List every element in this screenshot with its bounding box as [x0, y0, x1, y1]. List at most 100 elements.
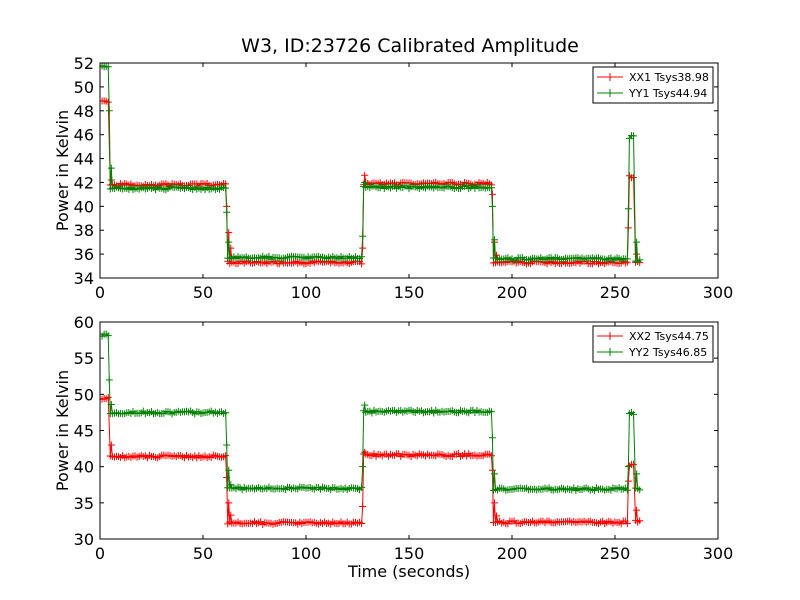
data-point	[105, 107, 113, 115]
data-point	[225, 466, 233, 474]
data-point	[633, 238, 641, 246]
legend: XX2 Tsys44.75 YY2 Tsys46.85	[592, 325, 714, 363]
y-tick-label: 55	[74, 349, 94, 368]
data-point	[359, 232, 367, 240]
data-point	[636, 256, 644, 264]
y-tick-label: 40	[74, 197, 94, 216]
data-point	[623, 519, 631, 527]
data-point	[630, 410, 638, 418]
legend-box	[592, 325, 714, 363]
data-point	[361, 401, 369, 409]
data-point	[104, 332, 112, 340]
y-tick-label: 30	[74, 530, 94, 549]
chart-top: 0 50 100 150 200 250 300 34 36 38 40 42 44 46 48 50 52 Po…	[53, 54, 733, 302]
x-tick-label: 150	[394, 283, 425, 302]
data-point	[624, 477, 632, 485]
y-tick-label: 44	[74, 150, 94, 169]
legend-label: XX2 Tsys44.75	[629, 330, 709, 343]
data-point	[623, 486, 631, 494]
legend-item: YY1 Tsys44.94	[597, 87, 707, 100]
data-point	[104, 63, 112, 71]
x-tick-label: 0	[95, 283, 105, 302]
x-tick-label: 200	[497, 283, 528, 302]
data-point	[636, 517, 644, 525]
series-1	[100, 393, 644, 528]
chart-title: W3, ID:23726 Calibrated Amplitude	[241, 35, 579, 57]
data-point	[361, 171, 369, 179]
data-point	[487, 452, 495, 460]
x-tick-label: 100	[291, 283, 322, 302]
data-point	[490, 470, 498, 478]
data-point	[488, 202, 496, 210]
data-point	[493, 512, 501, 520]
data-point	[227, 481, 235, 489]
legend-marker	[606, 332, 614, 340]
y-tick-label: 45	[74, 422, 94, 441]
legend-item: XX2 Tsys44.75	[597, 330, 709, 343]
y-tick-label: 50	[74, 385, 94, 404]
y-tick-label: 46	[74, 126, 94, 145]
y-tick-label: 35	[74, 494, 94, 513]
data-point	[358, 519, 366, 527]
data-point	[222, 184, 230, 192]
data-point	[636, 486, 644, 494]
data-point	[223, 441, 231, 449]
data-point	[107, 164, 115, 172]
data-point	[487, 408, 495, 416]
legend-marker	[606, 89, 614, 97]
data-point	[107, 400, 115, 408]
y-tick-label: 48	[74, 102, 94, 121]
data-point	[624, 205, 632, 213]
y-tick-label: 52	[74, 54, 94, 73]
data-point	[488, 466, 496, 474]
data-point	[488, 434, 496, 442]
data-point	[630, 132, 638, 140]
legend-marker	[606, 73, 614, 81]
series-2	[100, 63, 644, 265]
legend-label: YY1 Tsys44.94	[628, 87, 707, 100]
data-point	[630, 460, 638, 468]
data-point	[630, 174, 638, 182]
y-tick-label: 42	[74, 173, 94, 192]
legend: XX1 Tsys38.98 YY1 Tsys44.94	[592, 66, 714, 104]
data-point	[227, 511, 235, 519]
data-point	[222, 452, 230, 460]
legend-label: XX1 Tsys38.98	[629, 71, 709, 84]
data-point	[623, 255, 631, 263]
x-tick-label: 300	[703, 283, 734, 302]
data-point	[359, 502, 367, 510]
x-tick-label: 50	[193, 544, 213, 563]
data-point	[358, 253, 366, 261]
y-tick-label: 40	[74, 458, 94, 477]
data-point	[633, 470, 641, 478]
legend-box	[592, 66, 714, 104]
data-point	[490, 499, 498, 507]
data-point	[488, 190, 496, 198]
data-point	[633, 506, 641, 514]
series-2	[100, 330, 644, 494]
y-tick-label: 60	[74, 313, 94, 332]
data-point	[104, 393, 112, 401]
y-tick-label: 34	[74, 269, 94, 288]
data-point	[487, 184, 495, 192]
legend-marker	[606, 348, 614, 356]
data-point	[358, 260, 366, 268]
y-axis-label: Power in Kelvin	[53, 370, 72, 491]
y-tick-label: 36	[74, 245, 94, 264]
x-tick-label: 250	[600, 544, 631, 563]
data-point	[633, 250, 641, 258]
data-point	[104, 98, 112, 106]
chart-bottom: 0 50 100 150 200 250 300 30 35 40 45 50 55 60 Power in…	[53, 313, 733, 581]
data-point	[358, 483, 366, 491]
legend-label: YY2 Tsys46.85	[628, 346, 707, 359]
data-point	[223, 208, 231, 216]
data-point	[359, 463, 367, 471]
data-point	[107, 441, 115, 449]
x-tick-label: 200	[497, 544, 528, 563]
y-tick-label: 50	[74, 78, 94, 97]
x-tick-label: 100	[291, 544, 322, 563]
data-point	[105, 376, 113, 384]
legend-item: XX1 Tsys38.98	[597, 71, 709, 84]
x-axis-label: Time (seconds)	[347, 562, 470, 581]
legend-item: YY2 Tsys46.85	[597, 346, 707, 359]
